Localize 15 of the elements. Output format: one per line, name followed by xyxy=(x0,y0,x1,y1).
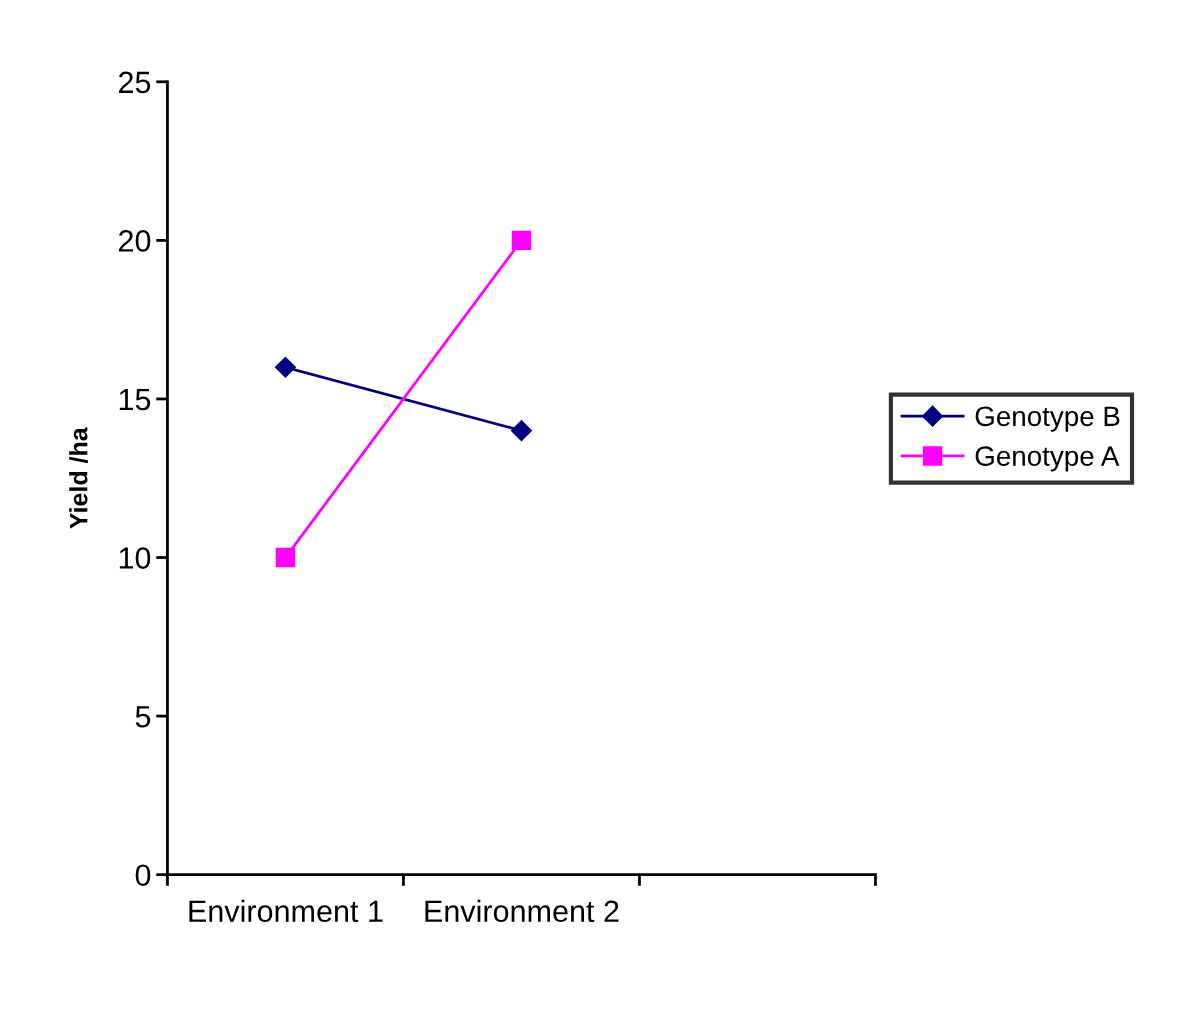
y-tick-label: 0 xyxy=(135,864,151,887)
y-tick-label: 25 xyxy=(119,71,151,94)
legend-label: Genotype A xyxy=(975,446,1120,472)
y-tick-label: 5 xyxy=(135,706,151,728)
point xyxy=(275,547,296,568)
y-axis-title: Yield /ha xyxy=(69,427,88,529)
point xyxy=(274,356,296,378)
legend-label: Genotype B xyxy=(975,406,1120,432)
y-tick-label: 15 xyxy=(119,389,151,411)
x-tick-label: Environment 1 xyxy=(189,899,383,923)
y-tick-label: 20 xyxy=(119,230,151,252)
point xyxy=(510,420,532,442)
point xyxy=(511,230,532,251)
y-tick-label: 10 xyxy=(119,547,151,569)
x-tick-label: Environment 2 xyxy=(425,899,619,923)
